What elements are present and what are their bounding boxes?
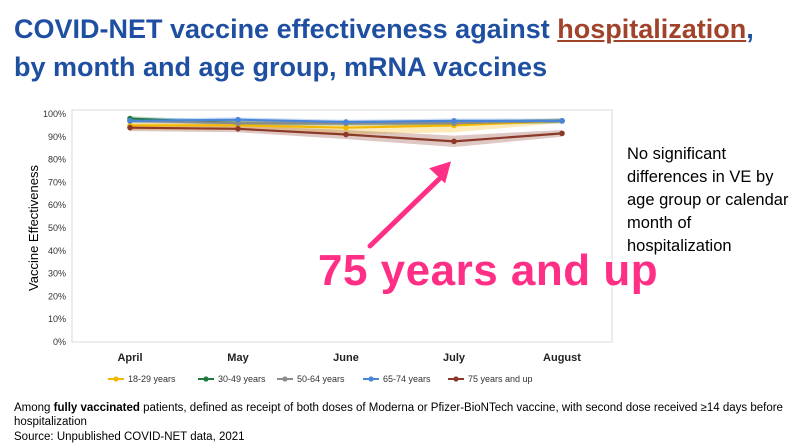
y-tick-label: 70% xyxy=(48,177,66,187)
legend-label: 50-64 years xyxy=(297,374,345,384)
data-point-series-3 xyxy=(559,118,565,124)
y-tick-label: 80% xyxy=(48,155,66,165)
side-note: No significant differences in VE by age … xyxy=(627,145,789,255)
title-line2: by month and age group, mRNA vaccines xyxy=(14,52,548,82)
y-tick-label: 100% xyxy=(43,109,66,119)
legend-label: 65-74 years xyxy=(383,374,431,384)
data-point-series-3 xyxy=(343,119,349,125)
data-point-series-3 xyxy=(235,116,241,123)
x-tick-label: June xyxy=(333,352,359,364)
footnote-suffix: patients, defined as receipt of both dos… xyxy=(14,402,783,428)
legend-swatch-marker xyxy=(113,376,119,382)
data-point-series-3 xyxy=(127,118,133,124)
legend-swatch-marker xyxy=(282,376,288,382)
callout-arrow-head xyxy=(429,161,451,184)
legend-swatch-marker xyxy=(368,376,374,382)
data-point-series-3 xyxy=(451,118,457,124)
x-tick-label: August xyxy=(543,352,581,364)
y-tick-label: 30% xyxy=(48,269,66,279)
y-tick-label: 20% xyxy=(48,291,66,301)
y-tick-label: 40% xyxy=(48,246,66,256)
y-tick-label: 90% xyxy=(48,132,66,142)
plot-frame xyxy=(71,109,613,343)
title-line1-suffix: , xyxy=(746,14,754,44)
footnote-prefix: Among xyxy=(14,402,54,414)
data-point-series-4 xyxy=(559,130,565,137)
legend-label: 75 years and up xyxy=(468,374,533,384)
x-tick-label: July xyxy=(443,352,466,364)
footnote-bold: fully vaccinated xyxy=(53,402,140,414)
source-note: Source: Unpublished COVID-NET data, 2021 xyxy=(14,431,245,443)
data-point-series-4 xyxy=(343,131,349,138)
title-line1-prefix: COVID-NET vaccine effectiveness against xyxy=(14,14,558,44)
footnote: Among fully vaccinated patients, defined… xyxy=(14,401,794,429)
callout-label: 75 years and up xyxy=(318,246,659,295)
legend-swatch-marker xyxy=(203,376,209,382)
y-tick-label: 10% xyxy=(48,314,66,324)
x-tick-label: May xyxy=(227,352,249,364)
title-highlight: hospitalization xyxy=(557,14,747,44)
data-point-series-4 xyxy=(127,124,133,131)
legend-swatch-marker xyxy=(453,376,459,382)
x-tick-label: April xyxy=(117,352,142,364)
y-tick-label: 60% xyxy=(48,200,66,210)
legend-label: 18-29 years xyxy=(128,374,176,384)
legend-label: 30-49 years xyxy=(218,374,266,384)
y-tick-label: 0% xyxy=(53,337,66,347)
data-point-series-0 xyxy=(343,124,349,131)
slide-title: COVID-NET vaccine effectiveness against … xyxy=(14,10,794,86)
y-tick-label: 50% xyxy=(48,223,66,233)
callout-arrow-shaft xyxy=(367,170,448,249)
data-point-series-4 xyxy=(451,138,457,145)
y-axis-title: Vaccine Effectiveness xyxy=(26,165,41,291)
data-point-series-4 xyxy=(235,126,241,132)
